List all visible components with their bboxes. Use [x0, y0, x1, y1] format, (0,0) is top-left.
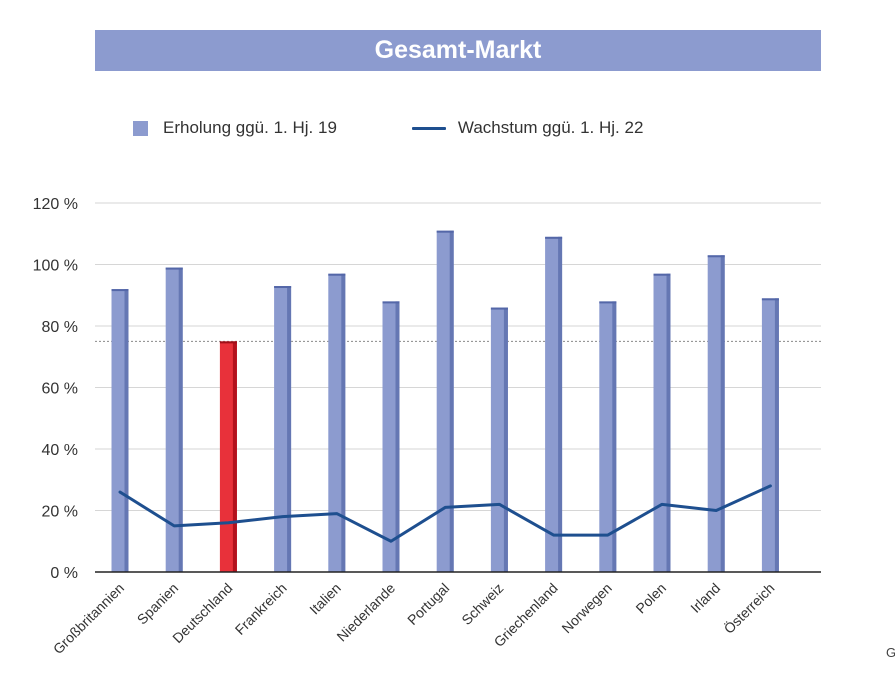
bar: [382, 301, 400, 572]
clipped-label: G: [886, 645, 895, 660]
bar-shade: [720, 255, 725, 572]
bar: [219, 341, 237, 572]
bar-shade: [558, 236, 563, 572]
bar-shade: [666, 273, 671, 572]
bar-shade: [232, 341, 237, 572]
bar-top: [490, 307, 508, 310]
bar-top: [165, 267, 183, 270]
bar-shade: [124, 289, 129, 572]
y-tick-label: 100 %: [33, 258, 78, 275]
x-tick-label: Norwegen: [558, 580, 614, 636]
legend-item-bars: Erholung ggü. 1. Hj. 19: [133, 118, 337, 138]
bar-shade: [449, 230, 454, 573]
bar: [707, 255, 725, 572]
legend-label-line: Wachstum ggü. 1. Hj. 22: [457, 118, 644, 137]
bar: [111, 289, 129, 572]
x-tick-label: Irland: [687, 580, 723, 616]
bar: [274, 286, 292, 572]
chart-legend: Erholung ggü. 1. Hj. 19 Wachstum ggü. 1.…: [133, 116, 643, 140]
x-tick-label: Polen: [632, 580, 669, 617]
y-tick-label: 120 %: [33, 196, 78, 213]
bar: [545, 236, 563, 572]
bar-top: [274, 286, 292, 289]
bar-shade: [287, 286, 292, 572]
bar: [328, 273, 346, 572]
legend-bar-swatch: [133, 120, 148, 136]
bar-top: [545, 236, 563, 239]
bar-top: [707, 255, 725, 258]
bar-shade: [395, 301, 400, 572]
y-tick-label: 20 %: [42, 504, 78, 521]
bar: [436, 230, 454, 573]
bar-top: [382, 301, 400, 304]
x-tick-label: Italien: [306, 580, 344, 618]
bar-shade: [178, 267, 183, 572]
x-tick-label: Niederlande: [333, 580, 398, 645]
series-line: [118, 484, 772, 543]
y-tick-label: 80 %: [42, 319, 78, 336]
bar-top: [436, 230, 454, 233]
y-tick-label: 60 %: [42, 381, 78, 398]
bar-top: [328, 273, 346, 276]
x-tick-label: Spanien: [134, 580, 182, 628]
legend-line-swatch: [411, 126, 446, 130]
bar-shade: [612, 301, 617, 572]
chart-title-bar: Gesamt-Markt: [95, 30, 821, 71]
bar-top: [111, 289, 129, 292]
x-tick-label: Schweiz: [458, 580, 506, 628]
x-tick-label: Österreich: [720, 579, 778, 637]
y-tick-label: 0 %: [50, 565, 78, 582]
legend-label-bars: Erholung ggü. 1. Hj. 19: [163, 118, 337, 137]
bar: [653, 273, 671, 572]
x-tick-label: Portugal: [404, 580, 452, 628]
bar-shade: [774, 298, 779, 572]
x-tick-label: Großbritannien: [50, 580, 127, 657]
bar-top: [219, 341, 237, 344]
x-tick-label: Frankreich: [232, 580, 290, 638]
chart-title: Gesamt-Markt: [374, 36, 542, 64]
y-tick-label: 40 %: [42, 442, 78, 459]
bar-top: [653, 273, 671, 276]
bar: [599, 301, 617, 572]
bar-top: [761, 298, 779, 301]
bar-top: [599, 301, 617, 304]
legend-item-line: Wachstum ggü. 1. Hj. 22: [411, 118, 644, 138]
bar-shade: [341, 273, 346, 572]
bar: [165, 267, 183, 572]
bar-shade: [503, 307, 508, 572]
bar: [761, 298, 779, 572]
